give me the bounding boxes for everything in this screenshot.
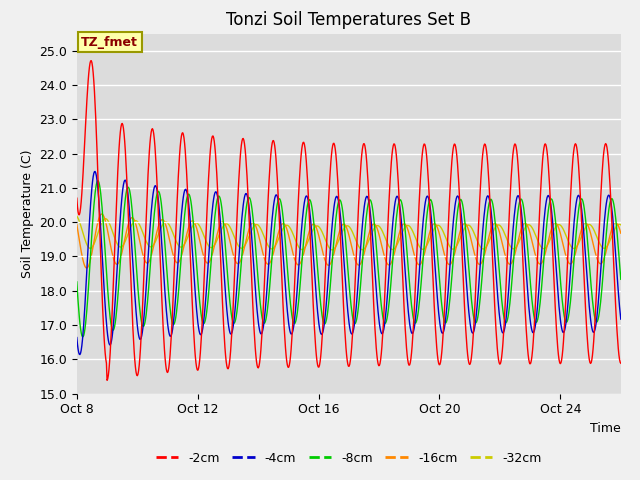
X-axis label: Time: Time [590, 422, 621, 435]
Legend: -2cm, -4cm, -8cm, -16cm, -32cm: -2cm, -4cm, -8cm, -16cm, -32cm [151, 447, 547, 469]
Title: Tonzi Soil Temperatures Set B: Tonzi Soil Temperatures Set B [227, 11, 471, 29]
Y-axis label: Soil Temperature (C): Soil Temperature (C) [20, 149, 34, 278]
Text: TZ_fmet: TZ_fmet [81, 36, 138, 48]
